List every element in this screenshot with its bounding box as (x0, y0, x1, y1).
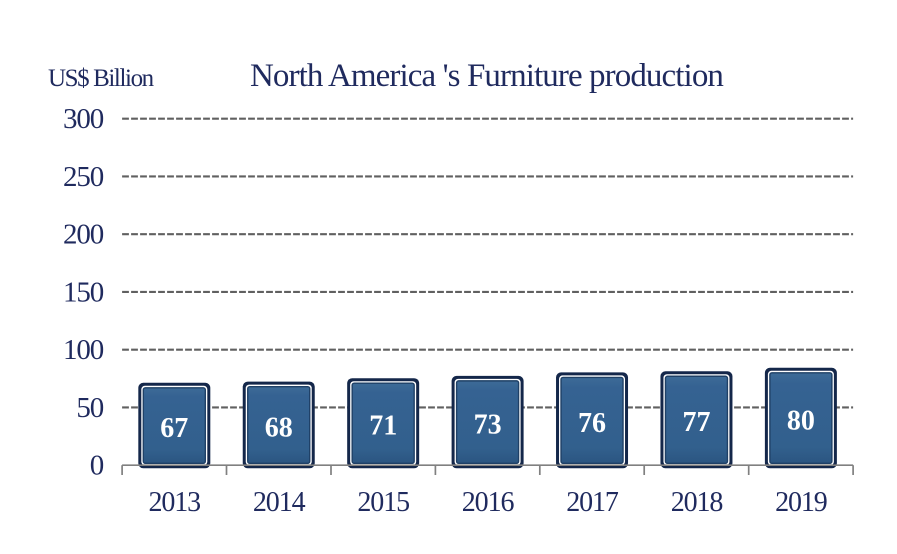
svg-text:0: 0 (90, 450, 104, 482)
svg-text:2018: 2018 (671, 487, 723, 518)
svg-text:North America 's Furniture pro: North America 's Furniture production (250, 58, 723, 94)
svg-text:77: 77 (683, 407, 711, 438)
svg-text:300: 300 (63, 103, 104, 135)
svg-text:US$ Billion: US$ Billion (48, 65, 155, 92)
svg-text:68: 68 (265, 412, 293, 443)
svg-text:76: 76 (578, 408, 606, 439)
svg-text:100: 100 (63, 334, 104, 366)
svg-text:2017: 2017 (566, 487, 619, 518)
svg-text:250: 250 (63, 161, 104, 193)
svg-text:2013: 2013 (148, 487, 200, 518)
svg-text:67: 67 (160, 413, 188, 444)
svg-text:150: 150 (63, 276, 104, 308)
svg-text:73: 73 (474, 410, 502, 441)
svg-text:2015: 2015 (357, 487, 409, 518)
svg-text:80: 80 (787, 406, 815, 437)
svg-text:200: 200 (63, 219, 104, 251)
svg-text:50: 50 (76, 392, 103, 424)
svg-text:71: 71 (369, 411, 397, 442)
svg-text:2016: 2016 (462, 487, 515, 518)
svg-text:2019: 2019 (775, 487, 827, 518)
svg-text:2014: 2014 (253, 487, 306, 518)
